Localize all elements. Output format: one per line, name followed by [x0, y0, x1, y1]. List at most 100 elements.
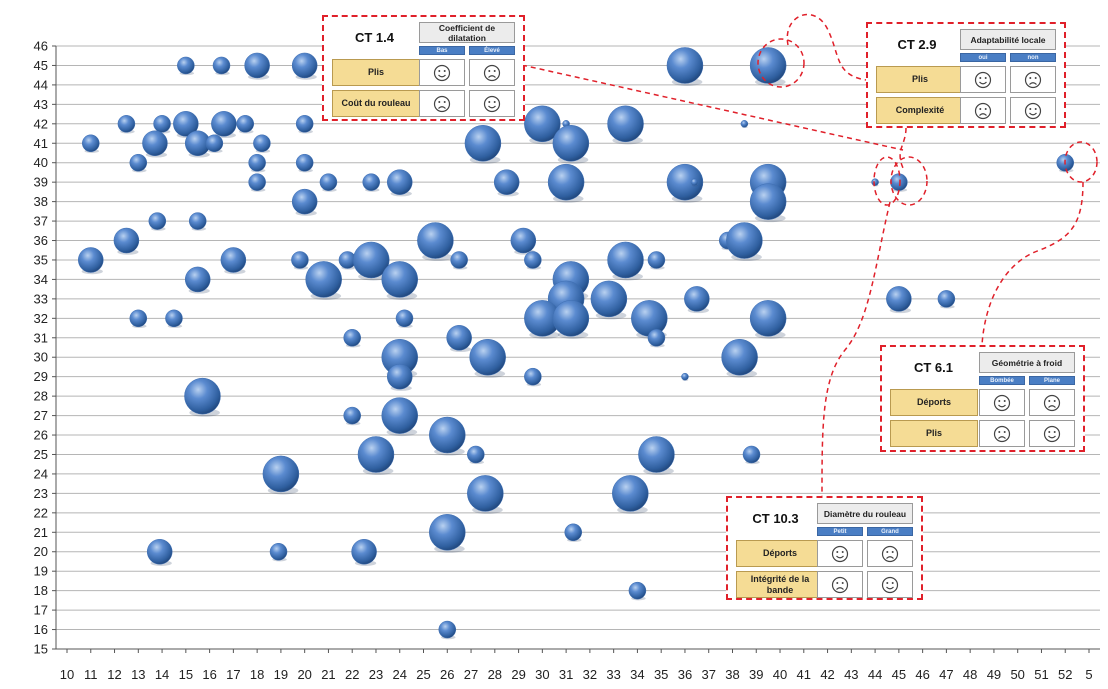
y-tick-label: 37 — [34, 214, 48, 229]
data-bubble — [381, 397, 418, 434]
data-bubble — [721, 338, 758, 376]
data-bubble — [319, 173, 338, 191]
data-bubble — [381, 261, 418, 298]
data-bubble — [429, 416, 466, 454]
x-tick-label: 36 — [678, 667, 692, 682]
data-bubble — [212, 56, 231, 75]
x-tick-label: 24 — [393, 667, 407, 682]
data-bubble — [220, 247, 247, 273]
data-bubble — [253, 134, 271, 153]
data-bubble — [666, 163, 704, 201]
data-bubble — [647, 329, 666, 347]
x-tick-label: 42 — [820, 667, 834, 682]
callout-ct-1-4: CT 1.4 Coefficient de dilatation Bas Élevé P… — [322, 15, 525, 121]
data-bubble — [469, 338, 506, 376]
data-bubble — [129, 153, 148, 172]
y-tick-label: 40 — [34, 155, 48, 170]
option-high-label: Élevé — [469, 46, 515, 55]
y-tick-label: 41 — [34, 136, 48, 151]
y-tick-label: 44 — [34, 77, 48, 92]
x-tick-label: 31 — [559, 667, 573, 682]
smiley-icon — [469, 90, 515, 117]
callout-title: CT 1.4 — [354, 29, 394, 45]
data-bubble — [117, 115, 136, 133]
smiley-icon — [1029, 420, 1075, 447]
x-tick-label: 43 — [844, 667, 858, 682]
x-tick-label: 17 — [226, 667, 240, 682]
data-bubble — [464, 125, 502, 162]
data-bubble — [295, 115, 314, 133]
data-bubble — [395, 309, 414, 328]
axes — [52, 45, 1100, 653]
connector-ct103 — [821, 201, 891, 497]
option-high-label: non — [1010, 53, 1056, 62]
callout-ct-10-3: CT 10.3 Diamètre du rouleau Petit Grand Dépo… — [726, 496, 923, 600]
y-tick-label: 26 — [34, 428, 48, 443]
y-tick-label: 16 — [34, 622, 48, 637]
data-bubble — [386, 169, 413, 195]
x-tick-label: 28 — [488, 667, 502, 682]
smiley-icon — [979, 389, 1025, 416]
data-bubble — [429, 514, 466, 551]
data-bubble — [607, 241, 644, 279]
x-tick-labels: 10 11 12 13 14 15 16 17 18 19 20 21 22 23 24 25 26 27 28 29… — [60, 667, 1093, 682]
callout-title: CT 10.3 — [752, 510, 799, 526]
x-tick-label: 5 — [1085, 667, 1092, 682]
data-bubble — [666, 47, 704, 84]
data-bubble — [647, 251, 666, 269]
data-bubble — [165, 309, 183, 328]
data-bubble — [291, 52, 318, 79]
data-bubble — [890, 173, 908, 191]
x-tick-label: 14 — [155, 667, 169, 682]
data-bubble — [184, 377, 221, 415]
x-tick-label: 22 — [345, 667, 359, 682]
data-bubble — [493, 169, 520, 195]
connector-ct14 — [521, 64, 904, 151]
x-tick-label: 41 — [797, 667, 811, 682]
data-bubble — [291, 251, 309, 269]
x-tick-label: 32 — [583, 667, 597, 682]
x-tick-label: 39 — [749, 667, 763, 682]
y-tick-label: 17 — [34, 603, 48, 618]
data-bubble — [78, 247, 104, 273]
data-bubble — [362, 173, 380, 191]
data-bubble — [684, 286, 710, 312]
data-bubble — [681, 372, 689, 381]
data-bubble — [244, 52, 270, 79]
x-tick-label: 18 — [250, 667, 264, 682]
y-tick-label: 20 — [34, 544, 48, 559]
criterion-label: Intégrité de la bande — [736, 571, 824, 598]
x-tick-label: 25 — [416, 667, 430, 682]
y-tick-label: 27 — [34, 408, 48, 423]
x-tick-label: 21 — [321, 667, 335, 682]
highlight-ring-ct103 — [873, 156, 901, 206]
data-bubble — [142, 130, 168, 157]
criterion-label: Déports — [890, 389, 978, 416]
x-tick-label: 45 — [892, 667, 906, 682]
option-low-label: Petit — [817, 527, 863, 536]
y-tick-label: 29 — [34, 369, 48, 384]
criterion-label: Déports — [736, 540, 824, 567]
parameter-label: Diamètre du rouleau — [817, 503, 913, 524]
data-bubble — [690, 178, 699, 186]
data-bubble — [248, 153, 266, 172]
data-bubble — [291, 188, 318, 215]
y-tick-label: 19 — [34, 564, 48, 579]
x-tick-label: 51 — [1034, 667, 1048, 682]
x-tick-label: 10 — [60, 667, 74, 682]
bubbles — [78, 47, 1074, 640]
data-bubble — [450, 251, 468, 269]
y-tick-label: 35 — [34, 252, 48, 267]
highlight-ring-ct29-b — [890, 156, 928, 206]
option-low-label: Bombée — [979, 376, 1025, 385]
data-bubble — [188, 212, 207, 230]
highlight-ring-ct61 — [1064, 141, 1098, 183]
data-bubble — [148, 212, 167, 230]
data-bubble — [564, 523, 582, 542]
smiley-icon — [1010, 97, 1056, 124]
x-tick-label: 30 — [535, 667, 549, 682]
frown-icon — [979, 420, 1025, 447]
x-tick-label: 15 — [179, 667, 193, 682]
smiley-icon — [867, 571, 913, 598]
